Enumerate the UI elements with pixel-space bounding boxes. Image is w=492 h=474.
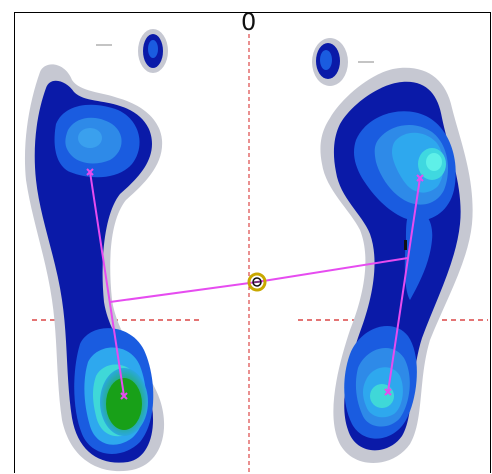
left-to-center-line (110, 282, 257, 302)
axis-zero-label: 0 (241, 10, 256, 34)
right-marker-tick (404, 240, 407, 250)
right-foot-pressure (312, 38, 473, 463)
left-foot-pressure (25, 29, 168, 471)
